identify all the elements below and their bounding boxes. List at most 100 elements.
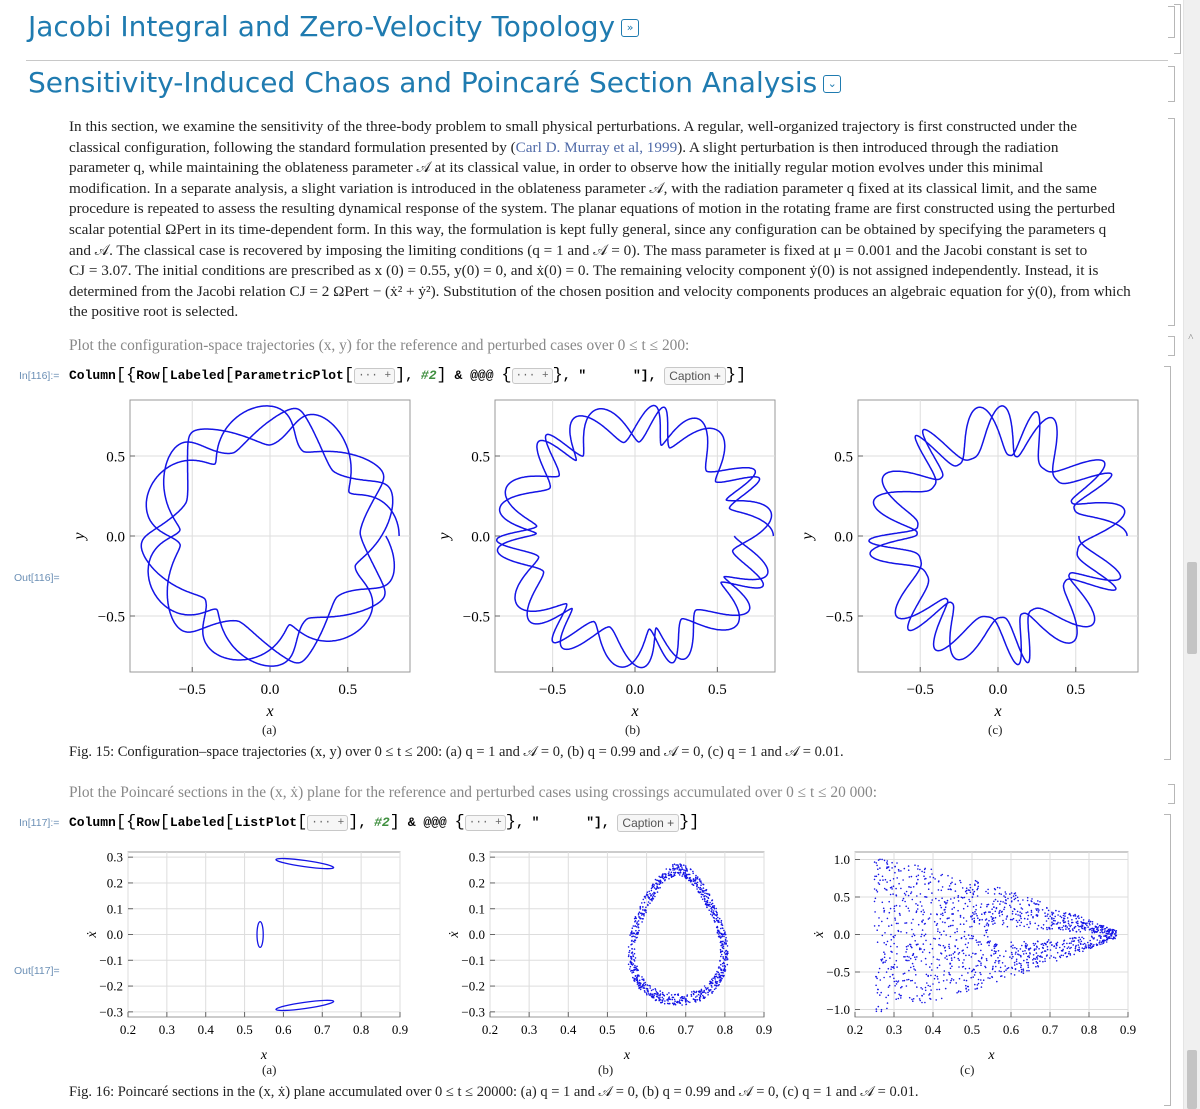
poincare-point (1079, 938, 1082, 941)
poincare-point (983, 911, 986, 914)
poincare-point (1063, 945, 1066, 948)
poincare-point (1099, 929, 1102, 931)
section-title-chaos[interactable]: Sensitivity-Induced Chaos and Poincaré S… (28, 66, 842, 99)
cell-bracket[interactable] (1168, 784, 1175, 804)
poincare-point (911, 928, 913, 931)
x-tick-label: 0.0 (989, 682, 1008, 698)
poincare-point (980, 949, 982, 952)
poincare-point (1091, 923, 1094, 925)
poincare-point (672, 865, 674, 867)
poincare-point (915, 944, 918, 946)
poincare-point (882, 907, 885, 910)
cell-bracket[interactable] (1168, 336, 1175, 356)
poincare-point (987, 923, 990, 926)
poincare-point (968, 954, 970, 956)
text-cell-116[interactable]: Plot the configuration-space trajectorie… (69, 337, 690, 354)
poincare-point (723, 935, 725, 938)
scroll-up-icon[interactable]: ˄ (1188, 332, 1194, 343)
cell-bracket[interactable] (1168, 118, 1175, 326)
poincare-point (1078, 929, 1080, 931)
poincare-point (1036, 915, 1039, 917)
poincare-point (894, 985, 896, 987)
poincare-point (901, 899, 904, 902)
input-code-116[interactable]: Column[{Row[Labeled[ParametricPlot[··· +… (69, 366, 747, 385)
poincare-point (873, 888, 876, 890)
poincare-point (1040, 943, 1043, 946)
cell-bracket[interactable] (1168, 6, 1175, 38)
poincare-point (917, 923, 920, 926)
poincare-point (994, 961, 996, 964)
poincare-point (1101, 928, 1103, 930)
poincare-point (1087, 920, 1090, 923)
poincare-point (929, 997, 931, 1000)
poincare-point (1113, 929, 1116, 932)
poincare-point (999, 903, 1001, 905)
poincare-point (710, 910, 712, 913)
poincare-point (893, 942, 895, 945)
poincare-point (1012, 917, 1015, 920)
poincare-point (632, 976, 634, 979)
poincare-point (647, 896, 650, 898)
poincare-point (630, 957, 632, 959)
poincare-point (905, 951, 907, 953)
caption-box[interactable]: Caption + (617, 813, 680, 832)
cell-bracket[interactable] (1164, 366, 1171, 760)
poincare-point (711, 979, 714, 982)
expand-icon[interactable]: » (621, 19, 640, 37)
poincare-point (700, 988, 703, 991)
poincare-point (950, 898, 952, 900)
elided-code-box[interactable]: ··· + (464, 814, 506, 831)
poincare-point (649, 898, 651, 901)
poincare-point (873, 861, 876, 863)
poincare-point (655, 882, 657, 885)
poincare-point (631, 939, 633, 942)
caption-box[interactable]: Caption + (664, 366, 726, 385)
poincare-point (883, 956, 886, 959)
poincare-point (964, 890, 967, 893)
poincare-point (1078, 936, 1080, 939)
poincare-point (1036, 956, 1038, 958)
code-token: Row (136, 368, 160, 383)
poincare-point (1056, 941, 1059, 944)
poincare-point (678, 1000, 680, 1003)
poincare-point (1039, 955, 1042, 957)
section-title-jacobi[interactable]: Jacobi Integral and Zero-Velocity Topolo… (28, 10, 640, 43)
poincare-point (888, 911, 891, 914)
poincare-point (1071, 928, 1074, 930)
cell-bracket[interactable] (1174, 4, 1181, 54)
poincare-point (1014, 908, 1016, 911)
scrollbar-thumb-lower[interactable] (1187, 1050, 1197, 1109)
poincare-point (1097, 926, 1100, 928)
elided-code-box[interactable]: ··· + (354, 367, 396, 384)
cell-bracket[interactable] (1168, 66, 1175, 102)
poincare-island (275, 999, 335, 1012)
text-cell-117[interactable]: Plot the Poincaré sections in the (x, ẋ)… (69, 784, 877, 801)
vertical-scrollbar[interactable]: ˄ (1183, 0, 1200, 1109)
poincare-point (878, 917, 880, 919)
poincare-point (948, 917, 950, 919)
poincare-point (649, 902, 651, 905)
poincare-point (900, 870, 902, 872)
collapse-icon[interactable]: ⌄ (823, 75, 842, 93)
poincare-point (638, 984, 640, 987)
citation-link[interactable]: Carl D. Murray et al, 1999 (515, 138, 678, 156)
poincare-point (1081, 924, 1083, 926)
poincare-point (1047, 917, 1050, 920)
scrollbar-thumb[interactable] (1187, 562, 1197, 654)
poincare-point (695, 1001, 697, 1003)
poincare-point (954, 890, 957, 892)
poincare-point (1026, 896, 1029, 899)
elided-code-box[interactable]: ··· + (511, 367, 553, 384)
poincare-point (1069, 953, 1071, 955)
poincare-point (650, 994, 652, 996)
input-code-117[interactable]: Column[{Row[Labeled[ListPlot[··· +], #2]… (69, 813, 700, 832)
poincare-point (637, 932, 639, 934)
elided-code-box[interactable]: ··· + (307, 814, 349, 831)
cell-bracket[interactable] (1164, 814, 1171, 1106)
tick-labels: 0.2 0.3 0.4 0.5 0.6 0.7 0.8 0.90.30.20.10.0−0.1… (99, 850, 408, 1037)
poincare-point (904, 894, 907, 896)
poincare-point (1020, 968, 1023, 971)
poincare-point (951, 881, 953, 884)
poincare-point (650, 898, 653, 901)
poincare-point (1037, 965, 1039, 967)
